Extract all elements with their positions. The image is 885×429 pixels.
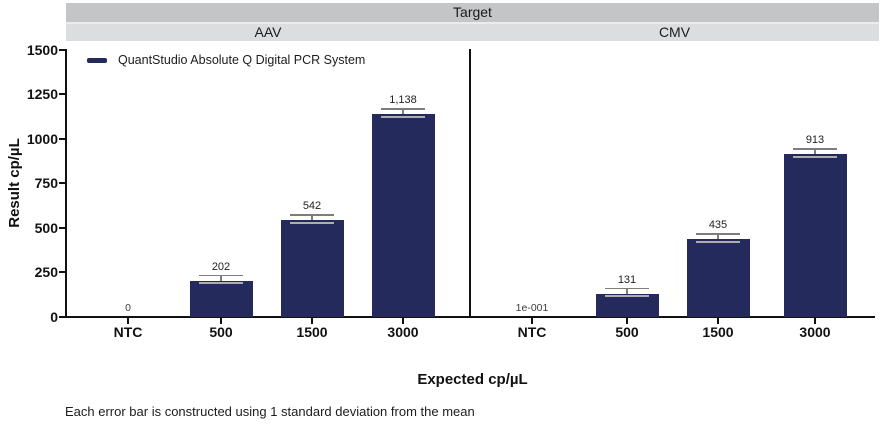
y-axis-line	[65, 49, 67, 318]
x-tick-mark	[626, 318, 628, 324]
x-tick-label: 1500	[296, 324, 328, 340]
error-bar-lower-cap	[696, 240, 740, 243]
x-tick-label: 1500	[702, 324, 734, 340]
bar	[371, 114, 435, 317]
bar	[189, 280, 253, 317]
bar-value-label: 0	[125, 302, 131, 314]
y-tick-label: 0	[50, 309, 58, 325]
legend: QuantStudio Absolute Q Digital PCR Syste…	[87, 53, 365, 67]
error-bar-lower-cap	[605, 295, 649, 298]
panel-header-band: AAV CMV	[66, 24, 879, 41]
y-tick-mark	[59, 316, 66, 318]
y-tick-mark	[59, 48, 66, 51]
y-tick-label: 1250	[26, 86, 58, 103]
error-bar-whisker	[402, 108, 404, 115]
error-bar-whisker	[220, 274, 222, 281]
y-tick-mark	[59, 182, 66, 185]
legend-label: QuantStudio Absolute Q Digital PCR Syste…	[118, 53, 366, 67]
x-tick-label: 3000	[387, 324, 419, 340]
error-bar-lower-cap	[199, 282, 243, 285]
error-bar-whisker	[814, 148, 816, 155]
x-axis-title: Expected cp/µL	[417, 371, 528, 388]
error-bar-lower-cap	[290, 221, 334, 224]
x-tick-mark	[311, 318, 313, 324]
bar-value-label: 131	[617, 273, 637, 286]
bar	[783, 154, 847, 317]
legend-swatch-icon	[87, 57, 107, 63]
bar	[686, 239, 750, 317]
y-tick-label: 500	[34, 219, 58, 236]
x-tick-label: 500	[209, 324, 233, 340]
x-tick-mark	[127, 318, 129, 324]
error-bar-whisker	[626, 287, 628, 294]
y-tick-label: 750	[34, 175, 58, 192]
x-tick-mark	[814, 318, 816, 324]
bar-value-label: 542	[302, 200, 322, 213]
bar-value-label: 1e-001	[515, 302, 549, 314]
error-bar-lower-cap	[381, 115, 425, 118]
bar-value-label: 1,138	[389, 94, 417, 107]
panel-label-cmv: CMV	[658, 24, 691, 40]
panel-label-aav: AAV	[254, 24, 282, 40]
x-axis-line	[65, 316, 875, 318]
y-tick-mark	[59, 93, 66, 96]
bar-value-label: 202	[211, 260, 231, 273]
x-tick-mark	[220, 318, 222, 324]
bar	[595, 293, 659, 317]
target-header-label: Target	[453, 4, 492, 20]
y-tick-label: 250	[34, 264, 58, 281]
x-tick-label: 3000	[799, 324, 831, 340]
x-tick-mark	[717, 318, 719, 324]
x-tick-label: NTC	[113, 324, 143, 340]
y-tick-label: 1500	[26, 41, 58, 58]
x-tick-label: NTC	[517, 324, 547, 340]
panel-divider-line	[469, 49, 471, 317]
x-tick-label: 500	[615, 324, 639, 340]
x-tick-mark	[402, 318, 404, 324]
error-bar-footnote: Each error bar is constructed using 1 st…	[65, 404, 475, 419]
error-bar-lower-cap	[793, 155, 837, 158]
bar-value-label: 435	[708, 219, 728, 232]
error-bar-whisker	[311, 214, 313, 221]
y-tick-label: 1000	[26, 130, 58, 147]
y-tick-mark	[59, 271, 66, 274]
bar-value-label: 913	[805, 134, 825, 147]
x-tick-mark	[531, 318, 533, 324]
target-header-band: Target	[66, 3, 879, 24]
bar	[280, 220, 344, 317]
error-bar-whisker	[717, 233, 719, 240]
y-tick-mark	[59, 137, 66, 140]
y-tick-mark	[59, 226, 66, 229]
